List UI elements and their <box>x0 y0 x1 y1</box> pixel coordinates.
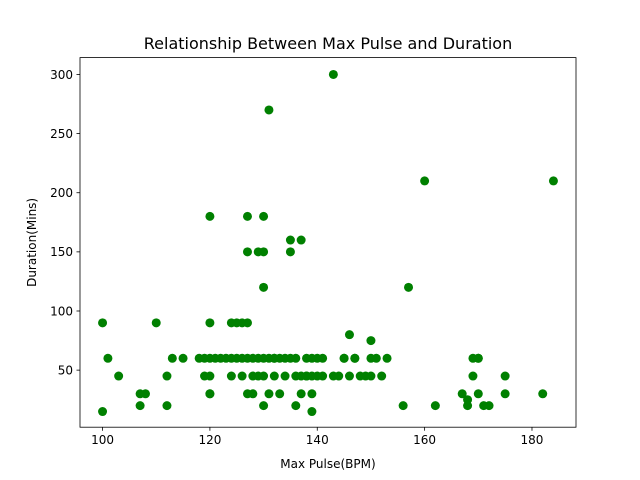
data-point <box>377 371 387 381</box>
data-point <box>237 371 247 381</box>
data-point <box>463 401 473 411</box>
data-point <box>264 105 274 115</box>
data-point <box>420 176 430 186</box>
data-point <box>296 389 306 399</box>
data-point <box>264 389 274 399</box>
data-point <box>242 318 252 328</box>
data-point <box>135 401 145 411</box>
data-point <box>285 235 295 245</box>
data-point <box>398 401 408 411</box>
data-point <box>242 247 252 257</box>
data-point <box>259 371 269 381</box>
y-tick-label: 50 <box>58 363 73 377</box>
data-point <box>259 247 269 257</box>
data-point <box>226 371 236 381</box>
data-point <box>484 401 494 411</box>
x-tick-label: 180 <box>521 433 544 447</box>
y-axis: 50 100 150 200 250 300 <box>50 68 80 377</box>
data-point <box>114 371 124 381</box>
data-point <box>473 389 483 399</box>
data-point <box>285 247 295 257</box>
x-axis-label: Max Pulse(BPM) <box>280 457 375 471</box>
data-point <box>500 371 510 381</box>
chart-title: Relationship Between Max Pulse and Durat… <box>144 34 512 53</box>
plot-area <box>80 57 576 428</box>
data-point <box>259 401 269 411</box>
data-point <box>538 389 548 399</box>
data-point <box>259 211 269 221</box>
data-point <box>280 371 290 381</box>
data-point <box>500 389 510 399</box>
data-point <box>473 353 483 363</box>
data-point <box>468 371 478 381</box>
x-tick-label: 140 <box>306 433 329 447</box>
data-point <box>98 407 108 417</box>
data-point <box>328 69 338 79</box>
y-tick-label: 250 <box>50 127 73 141</box>
data-point <box>350 353 360 363</box>
y-tick-label: 300 <box>50 68 73 82</box>
data-point <box>344 371 354 381</box>
data-point <box>259 282 269 292</box>
data-point <box>404 282 414 292</box>
data-point <box>151 318 161 328</box>
data-point <box>382 353 392 363</box>
x-tick-label: 100 <box>91 433 114 447</box>
data-point <box>205 389 215 399</box>
data-point <box>371 353 381 363</box>
data-point <box>296 235 306 245</box>
y-tick-label: 100 <box>50 304 73 318</box>
data-point <box>162 401 172 411</box>
data-point <box>344 330 354 340</box>
data-points <box>98 69 558 417</box>
data-point <box>269 371 279 381</box>
data-point <box>430 401 440 411</box>
data-point <box>334 371 344 381</box>
data-point <box>291 401 301 411</box>
data-point <box>167 353 177 363</box>
data-point <box>140 389 150 399</box>
data-point <box>307 389 317 399</box>
data-point <box>339 353 349 363</box>
y-tick-label: 150 <box>50 245 73 259</box>
y-tick-label: 200 <box>50 186 73 200</box>
x-tick-label: 160 <box>413 433 436 447</box>
data-point <box>307 407 317 417</box>
data-point <box>366 371 376 381</box>
y-axis-label: Duration(Mins) <box>25 198 39 287</box>
data-point <box>162 371 172 381</box>
x-tick-label: 120 <box>198 433 221 447</box>
data-point <box>205 371 215 381</box>
data-point <box>103 353 113 363</box>
data-point <box>291 353 301 363</box>
x-axis: 100 120 140 160 180 <box>91 427 543 447</box>
data-point <box>366 336 376 346</box>
data-point <box>248 389 258 399</box>
data-point <box>318 371 328 381</box>
axes-frame <box>79 57 577 428</box>
data-point <box>205 211 215 221</box>
data-point <box>548 176 558 186</box>
data-point <box>457 389 467 399</box>
data-point <box>275 389 285 399</box>
data-point <box>242 211 252 221</box>
data-point <box>318 353 328 363</box>
data-point <box>98 318 108 328</box>
data-point <box>178 353 188 363</box>
data-point <box>205 318 215 328</box>
